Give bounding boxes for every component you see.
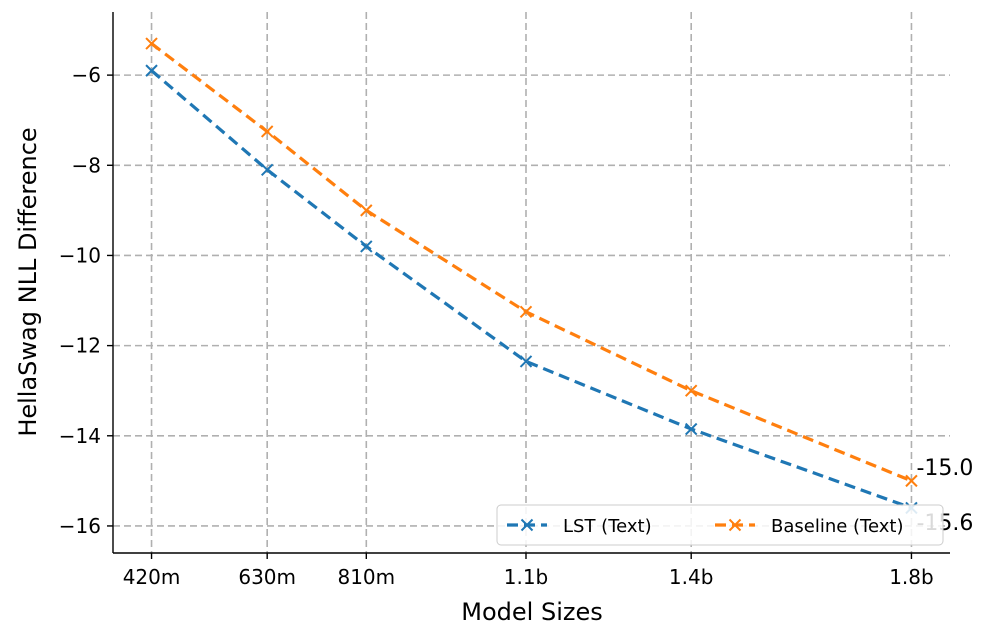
legend-marker-0 — [520, 518, 534, 532]
axes — [107, 12, 950, 559]
y-tick-label: −10 — [59, 243, 101, 267]
x-tick-label: 1.8b — [889, 565, 934, 589]
legend-marker-1 — [728, 518, 742, 532]
x-tick-label: 810m — [337, 565, 395, 589]
data-point-marker — [905, 474, 918, 488]
legend-label: Baseline (Text) — [771, 516, 904, 537]
data-point-marker — [360, 240, 373, 253]
y-tick-label: −6 — [72, 63, 101, 87]
data-point-marker — [519, 305, 533, 319]
legend-label: LST (Text) — [563, 516, 652, 537]
data-point-marker — [684, 384, 698, 397]
data-point-marker — [519, 355, 533, 368]
y-tick-label: −16 — [59, 514, 101, 538]
data-point-marker — [145, 37, 158, 50]
series-line-1 — [150, 42, 913, 483]
series-line-0 — [150, 69, 912, 510]
legend: LST (Text) Baseline (Text) — [496, 504, 944, 546]
x-axis-label: Model Sizes — [461, 598, 602, 626]
grid — [113, 12, 950, 553]
end-labels: -15.6-15.0 — [916, 456, 973, 536]
y-tick-label: −14 — [59, 424, 101, 448]
y-tick-label: −12 — [59, 334, 101, 358]
y-tick-label: −8 — [72, 153, 101, 177]
x-tick-label: 1.1b — [504, 565, 549, 589]
x-tick-label: 1.4b — [669, 565, 714, 589]
series-layer — [145, 37, 918, 515]
data-point-marker — [145, 64, 158, 77]
x-tick-label: 420m — [123, 565, 181, 589]
tick-labels: 420m 630m 810m 1.1b 1.4b 1.8b −6 −8 −10 −12 −14 −16 — [59, 63, 934, 589]
end-value-label: -15.0 — [916, 456, 973, 481]
data-point-marker — [260, 163, 274, 176]
data-point-marker — [360, 204, 373, 217]
y-axis-label: HellaSwag NLL Difference — [14, 127, 42, 436]
x-tick-label: 630m — [238, 565, 296, 589]
data-point-marker — [260, 125, 274, 138]
data-point-marker — [684, 422, 698, 436]
